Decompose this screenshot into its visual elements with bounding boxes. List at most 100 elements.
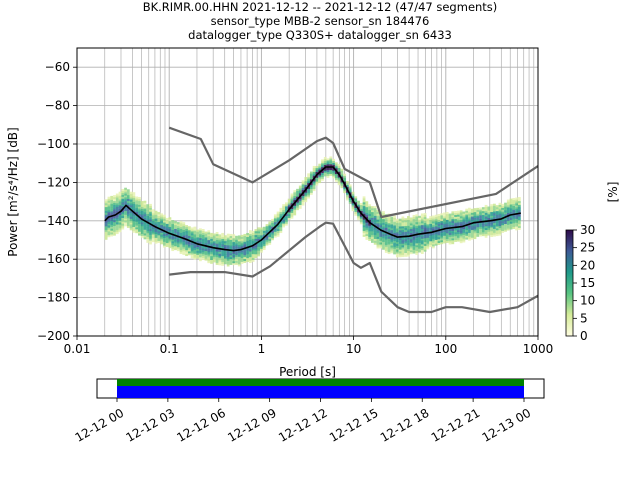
density-cell [401,233,405,236]
density-cell [423,234,427,237]
density-cell [437,225,441,228]
density-cell [434,233,438,237]
density-cell [473,235,477,238]
density-cell [398,239,402,242]
density-cell [393,244,396,247]
density-cell [232,261,236,264]
density-cell [168,226,172,229]
density-cell [368,231,371,234]
density-cell [357,200,360,203]
density-cell [168,230,172,233]
density-cell [221,250,225,253]
density-cell [459,235,463,238]
density-cell [146,240,150,243]
density-cell [268,242,272,245]
density-cell [470,214,474,217]
density-cell [515,214,518,217]
density-cell [398,222,402,225]
density-cell [484,208,488,211]
density-cell [124,189,127,192]
density-cell [276,213,280,216]
density-cell [390,243,394,246]
density-cell [517,227,521,230]
density-cell [340,180,344,183]
density-cell [426,235,430,238]
density-cell [304,177,308,180]
density-cell [504,219,507,223]
density-cell [509,221,513,224]
density-cell [398,251,402,254]
density-cell [257,233,261,236]
density-cell [290,210,294,213]
density-cell [454,222,457,225]
density-cell [434,222,438,225]
density-cell [512,205,516,208]
density-cell [387,217,391,220]
density-cell [174,224,177,228]
density-cell [351,205,355,208]
density-cell [340,176,344,179]
density-cell [357,204,360,207]
density-cell [162,239,166,242]
density-cell [182,252,186,255]
density-cell [182,233,186,236]
density-cell [135,208,139,211]
density-cell [151,220,155,223]
density-cell [376,232,380,236]
density-cell [340,186,344,189]
density-cell [384,239,388,242]
density-cell [226,256,230,259]
density-cell [506,216,510,219]
density-cell [418,225,421,228]
x-tick-label: 1 [258,342,266,356]
density-cell [434,237,438,240]
density-cell [143,221,147,224]
density-cell [340,170,344,173]
density-cell [135,202,139,205]
density-cell [354,200,358,203]
density-cell [418,227,421,230]
density-cell [140,233,144,236]
density-cell [246,234,249,238]
density-cell [296,208,299,211]
density-cell [365,220,369,223]
density-cell [235,243,238,246]
density-cell [162,243,166,246]
density-cell [309,186,313,190]
density-cell [326,160,330,163]
density-cell [215,249,219,252]
density-cell [515,222,518,225]
density-cell [357,210,360,213]
density-cell [437,238,441,242]
density-cell [359,202,363,206]
density-cell [401,243,405,246]
density-cell [240,234,244,237]
density-cell [418,229,421,232]
density-cell [504,206,507,209]
density-cell [407,241,410,244]
density-cell [440,238,444,241]
density-cell [504,221,507,225]
density-cell [448,215,452,218]
density-cell [243,243,247,246]
density-cell [301,184,305,187]
density-cell [204,233,208,236]
density-cell [296,188,299,191]
density-cell [248,237,252,240]
density-cell [468,211,471,214]
density-cell [407,219,410,223]
density-cell [517,218,521,221]
density-cell [210,242,213,245]
density-cell [115,195,119,198]
density-cell [149,228,152,231]
density-cell [157,240,161,244]
density-cell [248,258,252,262]
density-cell [293,197,297,201]
density-cell [354,209,358,212]
density-cell [498,221,502,225]
density-cell [470,233,474,236]
density-cell [285,202,288,205]
density-cell [484,229,488,232]
density-cell [149,226,152,230]
density-cell [232,259,236,262]
